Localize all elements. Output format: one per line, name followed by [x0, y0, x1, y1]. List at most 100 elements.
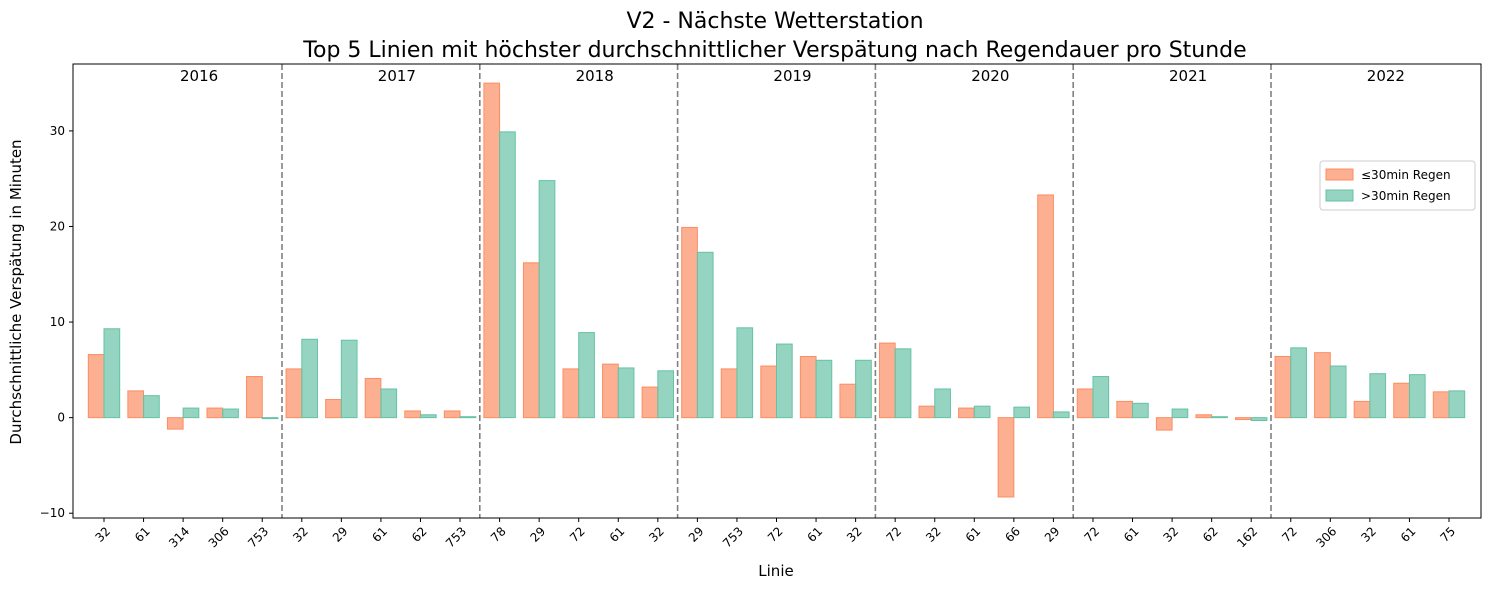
legend: ≤30min Regen >30min Regen	[1319, 160, 1476, 211]
bar-long-2017-62	[419, 414, 437, 419]
bar-short-2018-32	[641, 386, 659, 419]
bar-long-2018-78	[499, 131, 516, 419]
x-tick-label: 162	[1234, 524, 1260, 550]
bar-short-2021-61	[1116, 400, 1134, 419]
bar-short-2019-72	[760, 365, 777, 419]
y-tick-label: 30	[50, 124, 65, 138]
bar-long-2018-32	[657, 370, 675, 419]
y-tick-label: 10	[50, 315, 65, 329]
x-tick-label: 72	[884, 524, 905, 545]
bar-long-2022-306	[1329, 365, 1347, 419]
bar-long-2019-72	[776, 343, 793, 419]
x-tick-label: 61	[1398, 524, 1419, 545]
bar-short-2016-32	[87, 354, 105, 419]
bar-short-2018-72	[562, 368, 580, 419]
x-tick-label: 32	[923, 524, 944, 545]
bar-short-2020-61	[958, 407, 975, 419]
bar-short-2022-75	[1432, 391, 1450, 419]
bar-long-2016-32	[103, 328, 121, 419]
legend-label-long: >30min Regen	[1361, 189, 1451, 203]
x-tick-label: 32	[1358, 524, 1379, 545]
x-tick-label: 29	[686, 524, 707, 545]
x-tick-label: 61	[963, 524, 984, 545]
bar-long-2020-72	[894, 348, 912, 419]
legend-box	[1319, 160, 1476, 211]
bar-long-2018-72	[578, 332, 595, 419]
bar-long-2017-32	[301, 338, 318, 419]
bar-long-2018-61	[617, 367, 635, 419]
x-tick-label: 32	[92, 524, 113, 545]
x-tick-label: 29	[1042, 524, 1063, 545]
bar-short-2019-32	[839, 383, 857, 419]
x-tick-label: 306	[1313, 524, 1339, 550]
x-tick-label: 61	[805, 524, 826, 545]
x-tick-label: 29	[528, 524, 549, 545]
x-tick-label: 61	[369, 524, 390, 545]
bar-short-2018-78	[483, 82, 501, 419]
bar-long-2022-61	[1408, 374, 1426, 419]
bar-long-2021-32	[1171, 408, 1189, 419]
bar-short-2016-61	[127, 390, 145, 419]
x-tick-label: 32	[844, 524, 865, 545]
y-tick-label: 20	[50, 219, 65, 233]
bar-short-2020-32	[918, 405, 936, 419]
year-label-2016: 2016	[180, 67, 218, 85]
bar-long-2017-753	[459, 416, 477, 419]
x-tick-label: 753	[720, 524, 746, 550]
bar-long-2021-62	[1211, 416, 1228, 419]
bar-short-2019-29	[681, 226, 698, 419]
y-tick-label: 0	[57, 411, 65, 425]
plot-area: 2016 2017 2018 2019 2020 2021 2022 −10 0 10 20 30 32…	[40, 63, 1482, 550]
y-axis-label: Durchschnittliche Verspätung in Minuten	[7, 139, 25, 444]
x-tick-label: 32	[646, 524, 667, 545]
bar-long-2021-61	[1132, 402, 1149, 419]
bar-short-2017-61	[364, 377, 382, 419]
x-tick-label: 72	[1081, 524, 1102, 545]
legend-swatch-long	[1325, 189, 1354, 202]
bar-long-2022-32	[1369, 373, 1387, 419]
x-tick-label: 66	[1002, 524, 1023, 545]
bar-long-2021-72	[1092, 376, 1110, 419]
bar-short-2020-29	[1037, 194, 1054, 419]
bar-short-2021-162	[1235, 417, 1252, 421]
year-label-2019: 2019	[773, 67, 811, 85]
bar-long-2020-29	[1052, 411, 1070, 419]
x-tick-label: 32	[1161, 524, 1182, 545]
bar-long-2022-75	[1448, 390, 1466, 419]
plot-frame	[72, 63, 1482, 519]
bar-short-2019-61	[799, 355, 817, 419]
bar-long-2017-61	[380, 388, 398, 419]
bar-short-2021-72	[1076, 388, 1094, 419]
bar-short-2017-29	[325, 398, 342, 419]
x-tick-label: 32	[290, 524, 311, 545]
bar-long-2020-66	[1013, 406, 1031, 419]
bar-long-2019-753	[736, 327, 754, 419]
x-tick-label: 62	[409, 524, 430, 545]
bar-short-2018-29	[522, 262, 540, 419]
x-tick-label: 78	[488, 524, 509, 545]
bar-short-2022-61	[1393, 382, 1410, 419]
year-label-2021: 2021	[1169, 67, 1207, 85]
bar-short-2021-32	[1155, 417, 1173, 431]
x-tick-label: 72	[765, 524, 786, 545]
bar-long-2021-162	[1250, 417, 1268, 422]
bar-long-2019-32	[855, 359, 872, 419]
chart-title-line1: V2 - Nächste Wetterstation	[626, 9, 923, 34]
x-axis-label: Linie	[758, 562, 793, 580]
x-tick-label: 314	[166, 524, 192, 550]
x-tick-label: 753	[245, 524, 271, 550]
x-tick-label: 62	[1200, 524, 1221, 545]
bar-short-2021-62	[1195, 414, 1213, 419]
bar-short-2016-753	[246, 376, 263, 419]
bar-short-2017-62	[404, 410, 421, 419]
year-label-2018: 2018	[576, 67, 614, 85]
bar-long-2020-32	[934, 388, 951, 419]
bar-short-2020-66	[997, 417, 1015, 498]
x-tick-label: 306	[206, 524, 232, 550]
year-label-2017: 2017	[378, 67, 416, 85]
x-tick-label: 753	[443, 524, 469, 550]
bar-long-2017-29	[340, 339, 358, 419]
bar-long-2020-61	[973, 405, 991, 419]
